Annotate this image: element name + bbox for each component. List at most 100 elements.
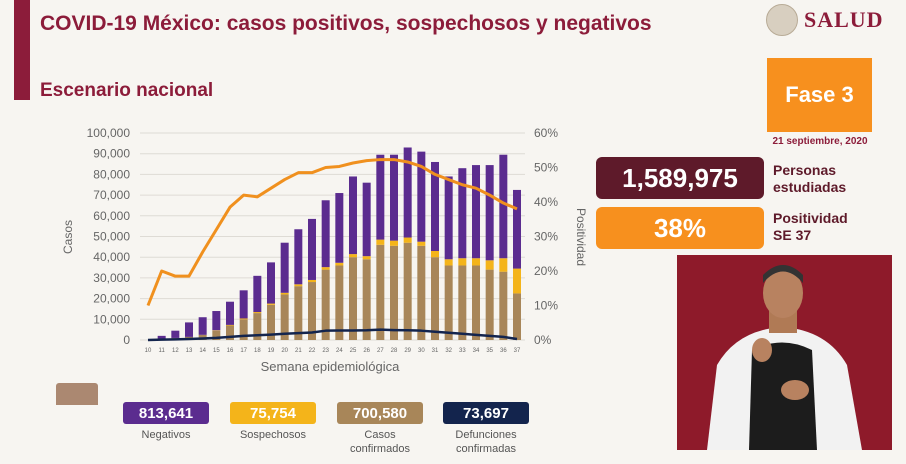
bar-sospechosos (335, 262, 344, 266)
y-tick-label: 50,000 (93, 230, 130, 244)
bar-negativos (212, 311, 221, 331)
x-tick-label: 21 (295, 348, 302, 354)
x-tick-label: 27 (377, 348, 384, 354)
bar-negativos (513, 189, 521, 269)
bar-sospechosos (321, 267, 330, 270)
phase-badge: Fase 3 (767, 58, 872, 132)
x-tick-label: 17 (240, 348, 247, 354)
x-tick-label: 37 (514, 348, 521, 354)
decorative-illustration (56, 383, 98, 405)
bar-negativos (349, 176, 357, 255)
bar-casos-confirmados (212, 330, 221, 340)
cases-chart: 0 10,000 20,000 30,000 40,000 50,000 60,000 70,… (61, 126, 588, 374)
bar-negativos (444, 176, 453, 260)
y2-tick-label: 0% (534, 333, 552, 347)
legend-label: confirmadas (456, 443, 516, 455)
x-tick-label: 15 (213, 348, 220, 354)
legend-label: Casos (364, 429, 396, 441)
bar-negativos (403, 147, 412, 238)
bar-negativos (239, 290, 248, 319)
page-subtitle: Escenario nacional (40, 80, 214, 101)
y-tick-label: 40,000 (93, 250, 130, 264)
bar-casos-confirmados (513, 293, 521, 340)
x-tick-label: 28 (391, 348, 398, 354)
bar-negativos (335, 193, 344, 263)
y-axis-label: Casos (61, 220, 75, 254)
bar-casos-confirmados (444, 265, 453, 340)
x-tick-label: 29 (404, 348, 411, 354)
kpi-label-line: SE 37 (773, 227, 812, 243)
bar-casos-confirmados (267, 304, 275, 340)
x-tick-label: 34 (473, 348, 480, 354)
x-tick-label: 19 (268, 348, 275, 354)
bar-sospechosos (417, 241, 426, 246)
bar-casos-confirmados (321, 269, 330, 340)
x-tick-label: 31 (432, 348, 439, 354)
bar-sospechosos (294, 284, 303, 287)
kpi-personas-value: 1,589,975 (596, 157, 764, 199)
x-tick-label: 22 (309, 348, 316, 354)
y-tick-label: 90,000 (93, 147, 130, 161)
bar-negativos (417, 151, 426, 242)
interpreter-figure (707, 265, 862, 450)
page-title: COVID-19 México: casos positivos, sospec… (40, 12, 652, 35)
bar-negativos (390, 154, 398, 241)
bar-negativos (171, 330, 180, 338)
bar-casos-confirmados (280, 294, 289, 340)
y-tick-label: 10,000 (93, 312, 130, 326)
bar-casos-confirmados (431, 257, 439, 340)
x-tick-label: 26 (363, 348, 370, 354)
logo-text: SALUD (804, 7, 884, 32)
bar-sospechosos (513, 268, 521, 294)
y-tick-label: 30,000 (93, 271, 130, 285)
seal-icon (766, 4, 798, 36)
kpi-personas-label: Personas estudiadas (773, 162, 846, 196)
x-tick-label: 24 (336, 348, 343, 354)
legend-negativos-label: Negativos (111, 428, 221, 442)
legend-defunciones-value: 73,697 (443, 402, 529, 424)
legend-label: Sospechosos (239, 429, 307, 441)
y2-tick-label: 50% (534, 161, 558, 175)
x-tick-label: 11 (159, 348, 166, 354)
bar-negativos (185, 322, 193, 337)
bar-sospechosos (472, 258, 480, 266)
bar-sospechosos (280, 292, 289, 295)
bar-casos-confirmados (308, 282, 316, 340)
bar-sospechosos (390, 240, 398, 246)
bar-casos-confirmados (349, 257, 357, 340)
bar-sospechosos (349, 254, 357, 258)
legend-confirmados-label: Casos confirmados (325, 428, 435, 456)
y-tick-label: 20,000 (93, 292, 130, 306)
bar-sospechosos (267, 303, 275, 305)
bar-casos-confirmados (472, 265, 480, 340)
bar-casos-confirmados (499, 271, 508, 340)
x-tick-label: 35 (486, 348, 493, 354)
bar-negativos (362, 182, 371, 257)
bar-casos-confirmados (417, 245, 426, 340)
legend-confirmados-value: 700,580 (337, 402, 423, 424)
bar-negativos (431, 161, 439, 251)
x-tick-label: 13 (186, 348, 193, 354)
bar-sospechosos (458, 258, 467, 266)
bar-casos-confirmados (458, 265, 467, 340)
legend-label: confirmados (350, 443, 410, 455)
x-tick-label: 10 (145, 348, 152, 354)
bar-negativos (157, 335, 166, 339)
bar-sospechosos (376, 239, 385, 245)
interpreter-video (677, 255, 892, 450)
kpi-positividad-label: Positividad SE 37 (773, 210, 848, 244)
x-tick-label: 25 (350, 348, 357, 354)
y-tick-label: 0 (123, 333, 130, 347)
legend-sospechosos-label: Sospechosos (218, 428, 328, 442)
y-tick-label: 60,000 (93, 209, 130, 223)
bar-negativos (267, 262, 275, 304)
bar-sospechosos (403, 237, 412, 243)
bar-sospechosos (239, 318, 248, 320)
kpi-positividad-value: 38% (596, 207, 764, 249)
bar-negativos (499, 154, 508, 259)
x-axis-label: Semana epidemiológica (261, 359, 401, 374)
y2-axis-label: Positividad (574, 208, 588, 266)
x-tick-label: 23 (322, 348, 329, 354)
kpi-label-line: Personas (773, 162, 837, 178)
